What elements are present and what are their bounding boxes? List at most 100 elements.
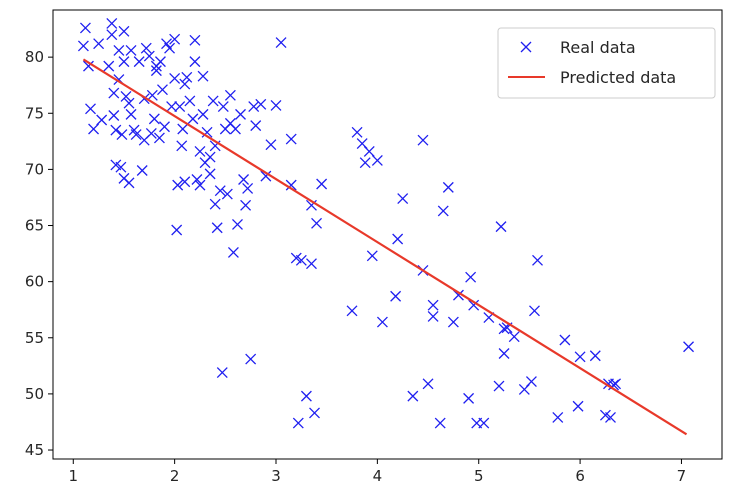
real-data-point	[187, 113, 199, 125]
real-data-point	[363, 145, 375, 157]
real-data-point	[351, 126, 363, 138]
real-data-point	[113, 44, 125, 56]
real-data-point	[463, 392, 475, 404]
real-data-point	[108, 110, 120, 121]
y-tick-label: 55	[25, 329, 44, 347]
real-data-point	[495, 221, 507, 233]
y-tick-label: 45	[25, 441, 44, 459]
real-data-point	[683, 341, 695, 353]
real-data-point	[164, 42, 176, 54]
x-tick-label: 6	[575, 467, 585, 485]
real-data-point	[106, 18, 118, 29]
real-data-point	[309, 407, 320, 419]
y-tick-label: 70	[25, 160, 44, 178]
real-data-point	[306, 258, 317, 270]
real-data-point	[174, 101, 186, 112]
real-data-point	[177, 123, 189, 135]
real-data-point	[194, 179, 206, 191]
real-data-point	[498, 348, 510, 359]
real-data-point	[392, 233, 404, 245]
real-data-point	[125, 108, 137, 120]
x-tick-label: 5	[474, 467, 484, 485]
real-data-point	[189, 34, 201, 46]
real-data-point	[574, 351, 586, 363]
predicted-data-line	[82, 58, 688, 436]
real-data-point	[493, 380, 505, 392]
real-data-point	[118, 56, 130, 68]
real-data-point	[108, 87, 120, 99]
real-data-point	[179, 78, 191, 90]
predicted-data-line-group	[82, 58, 688, 436]
real-data-point	[217, 101, 229, 112]
real-data-point	[154, 56, 166, 68]
legend-box	[497, 27, 716, 99]
y-axis: 45 50 55 60 65 70 75 80	[25, 48, 53, 459]
real-data-point	[422, 378, 434, 390]
real-data-point	[240, 199, 252, 211]
y-tick-label: 75	[25, 104, 44, 122]
real-data-point	[115, 161, 127, 173]
real-data-point	[146, 89, 158, 101]
real-data-point	[232, 218, 243, 230]
real-data-point	[169, 73, 181, 84]
real-data-point	[201, 126, 213, 138]
real-data-point	[227, 247, 239, 258]
real-data-point	[529, 305, 540, 317]
real-data-point	[572, 400, 584, 412]
real-data-point	[229, 123, 241, 135]
real-data-point	[96, 114, 108, 126]
real-data-point	[359, 157, 371, 169]
real-data-point	[346, 305, 358, 317]
real-data-point	[235, 108, 246, 120]
real-data-point	[221, 188, 233, 200]
real-data-point	[465, 271, 477, 283]
real-data-point	[371, 154, 383, 166]
real-data-point	[197, 70, 209, 82]
real-data-point	[116, 129, 128, 141]
real-data-point	[77, 40, 89, 52]
real-data-point	[181, 71, 193, 83]
y-tick-label: 65	[25, 217, 44, 235]
real-data-point	[498, 323, 510, 335]
real-data-point	[376, 316, 388, 328]
real-data-point	[434, 417, 446, 429]
y-tick-label: 50	[25, 385, 44, 403]
real-data-point	[143, 50, 155, 62]
real-data-point	[159, 121, 170, 133]
real-data-point	[316, 178, 328, 190]
real-data-point	[245, 353, 257, 365]
real-data-point	[166, 101, 178, 112]
real-data-point	[300, 390, 312, 402]
real-data-point	[118, 25, 130, 37]
legend-label-predicted-data: Predicted data	[560, 68, 676, 87]
real-data-point	[216, 367, 228, 379]
real-data-point	[242, 183, 254, 194]
real-data-point	[250, 120, 262, 132]
real-data-point	[85, 103, 96, 115]
real-data-point	[123, 177, 135, 189]
real-data-point	[194, 145, 206, 157]
real-data-points	[77, 18, 695, 429]
real-data-point	[508, 331, 520, 343]
x-tick-label: 7	[677, 467, 687, 485]
real-data-point	[148, 113, 160, 125]
real-data-point	[427, 310, 439, 322]
real-data-point	[179, 176, 191, 188]
real-data-point	[248, 101, 260, 112]
real-data-point	[552, 412, 564, 423]
real-data-point	[209, 198, 221, 210]
real-data-point	[468, 299, 480, 311]
plot-frame	[52, 9, 723, 460]
real-data-point	[311, 217, 323, 229]
real-data-point	[255, 98, 267, 110]
real-data-point	[93, 38, 105, 50]
real-data-point	[447, 316, 459, 328]
real-data-point	[106, 29, 118, 41]
real-data-point	[605, 412, 616, 423]
real-data-point	[204, 168, 216, 180]
real-data-point	[197, 108, 209, 120]
real-data-point	[295, 254, 307, 266]
real-data-point	[136, 165, 148, 176]
real-data-point	[427, 299, 439, 311]
real-data-point	[172, 179, 184, 191]
